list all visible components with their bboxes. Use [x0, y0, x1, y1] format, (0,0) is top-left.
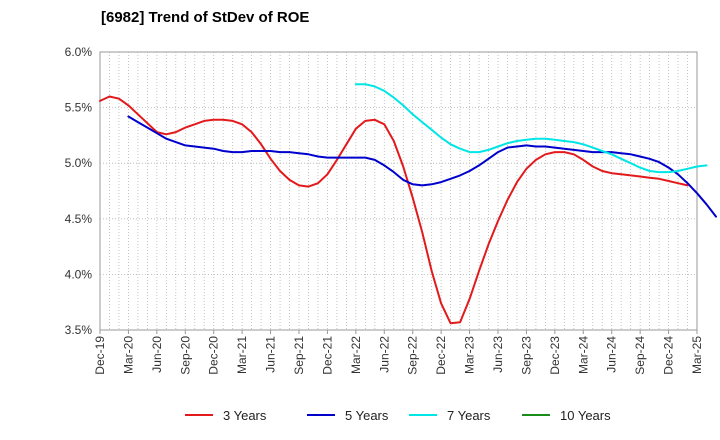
y-tick-label: 5.0% — [65, 156, 93, 170]
y-tick-label: 6.0% — [65, 45, 93, 59]
x-tick-label: Sep-22 — [406, 336, 420, 375]
legend-label-2: 5 Years — [345, 408, 389, 423]
x-tick-label: Mar-25 — [690, 336, 704, 374]
legend-label-1: 3 Years — [223, 408, 267, 423]
chart-title: [6982] Trend of StDev of ROE — [101, 9, 310, 26]
y-tick-label: 3.5% — [65, 323, 93, 337]
series-line-3 — [354, 83, 708, 174]
x-tick-label: Mar-24 — [576, 336, 590, 374]
plot-area — [99, 51, 698, 331]
x-tick-label: Dec-19 — [93, 336, 107, 375]
series-line-2 — [127, 115, 717, 218]
x-tick-label: Dec-21 — [320, 336, 334, 375]
y-tick-label: 4.0% — [65, 267, 93, 281]
x-tick-label: Sep-21 — [292, 336, 306, 375]
x-tick-label: Dec-20 — [207, 336, 221, 375]
y-tick-label: 5.5% — [65, 101, 93, 115]
y-tick-label: 4.5% — [65, 212, 93, 226]
x-tick-label: Jun-22 — [377, 336, 391, 373]
x-tick-label: Dec-23 — [548, 336, 562, 375]
x-tick-label: Mar-21 — [235, 336, 249, 374]
x-tick-label: Dec-24 — [662, 336, 676, 375]
x-tick-label: Jun-23 — [491, 336, 505, 373]
x-tick-label: Jun-20 — [150, 336, 164, 373]
x-tick-label: Sep-24 — [633, 336, 647, 375]
x-tick-label: Jun-24 — [605, 336, 619, 373]
legend-label-4: 10 Years — [560, 408, 611, 423]
x-tick-label: Mar-20 — [121, 336, 135, 374]
x-tick-label: Mar-23 — [463, 336, 477, 374]
x-tick-label: Mar-22 — [349, 336, 363, 374]
x-tick-label: Dec-22 — [434, 336, 448, 375]
legend-label-3: 7 Years — [447, 408, 491, 423]
x-tick-label: Jun-21 — [264, 336, 278, 373]
series-line-1 — [99, 95, 689, 325]
x-tick-label: Sep-20 — [178, 336, 192, 375]
x-tick-label: Sep-23 — [519, 336, 533, 375]
